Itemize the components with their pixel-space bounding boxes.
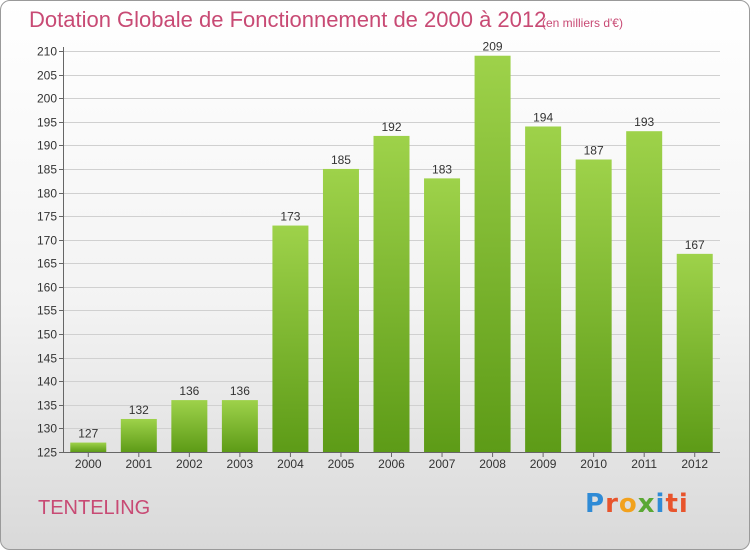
y-tick-label: 175 xyxy=(37,210,57,224)
logo-letter: x xyxy=(637,489,656,519)
bars xyxy=(70,55,713,453)
x-tick-label: 2011 xyxy=(631,457,657,471)
logo-letter: i xyxy=(655,489,666,519)
data-label: 132 xyxy=(129,403,149,417)
data-label: 193 xyxy=(634,115,654,129)
bar xyxy=(474,55,511,452)
data-label: 167 xyxy=(685,238,705,252)
data-label: 173 xyxy=(280,210,300,224)
x-tick-label: 2009 xyxy=(530,457,557,471)
data-label: 194 xyxy=(533,110,553,124)
bar xyxy=(575,159,612,452)
bar xyxy=(272,225,309,452)
labels: 125 130 135 140 145 150 155 160 165 170 175 180 185 1… xyxy=(37,40,708,471)
y-tick-label: 210 xyxy=(37,45,57,59)
y-tick-label: 125 xyxy=(37,446,57,460)
x-tick-label: 2000 xyxy=(75,457,102,471)
y-tick-label: 150 xyxy=(37,328,57,342)
logo-letter: r xyxy=(605,489,619,519)
bar xyxy=(424,178,461,452)
x-tick-label: 2010 xyxy=(580,457,607,471)
y-tick-label: 140 xyxy=(37,375,57,389)
bar xyxy=(525,126,562,452)
y-tick-label: 185 xyxy=(37,163,57,177)
data-label: 136 xyxy=(230,384,250,398)
x-tick-label: 2007 xyxy=(429,457,456,471)
chart-subtitle: (en milliers d'€) xyxy=(542,16,623,30)
y-tick-label: 160 xyxy=(37,281,57,295)
x-tick-label: 2001 xyxy=(125,457,152,471)
x-tick-label: 2003 xyxy=(227,457,254,471)
data-label: 192 xyxy=(381,120,401,134)
y-tick-label: 165 xyxy=(37,257,57,271)
bar xyxy=(221,400,258,452)
data-label: 209 xyxy=(483,40,503,54)
x-tick-label: 2008 xyxy=(479,457,506,471)
y-tick-label: 135 xyxy=(37,399,57,413)
y-tick-label: 155 xyxy=(37,304,57,318)
data-label: 183 xyxy=(432,162,452,176)
y-tick-label: 170 xyxy=(37,234,57,248)
y-tick-label: 205 xyxy=(37,69,57,83)
bar xyxy=(676,253,713,452)
y-tick-label: 200 xyxy=(37,92,57,106)
data-label: 187 xyxy=(584,144,604,158)
x-tick-label: 2005 xyxy=(328,457,355,471)
data-label: 185 xyxy=(331,153,351,167)
logo-letter: P xyxy=(585,489,606,519)
proxiti-logo: Proxiti xyxy=(585,489,689,519)
x-tick-label: 2004 xyxy=(277,457,304,471)
data-label: 127 xyxy=(78,427,98,441)
bar xyxy=(322,168,359,453)
logo-letter: o xyxy=(618,489,638,519)
x-tick-label: 2012 xyxy=(681,457,708,471)
y-tick-label: 195 xyxy=(37,116,57,130)
bar xyxy=(626,131,663,452)
bar xyxy=(171,400,208,452)
x-tick-label: 2002 xyxy=(176,457,203,471)
y-tick-label: 190 xyxy=(37,139,57,153)
axes xyxy=(59,47,720,457)
chart-title: Dotation Globale de Fonctionnement de 20… xyxy=(29,7,547,32)
bar xyxy=(373,135,410,452)
bar xyxy=(70,442,107,452)
x-tick-label: 2006 xyxy=(378,457,405,471)
commune-name: TENTELING xyxy=(38,497,151,519)
y-tick-label: 130 xyxy=(37,422,57,436)
y-tick-label: 180 xyxy=(37,187,57,201)
y-tick-label: 145 xyxy=(37,352,57,366)
logo-letter: ti xyxy=(665,489,689,519)
bar xyxy=(120,418,157,452)
data-label: 136 xyxy=(179,384,199,398)
